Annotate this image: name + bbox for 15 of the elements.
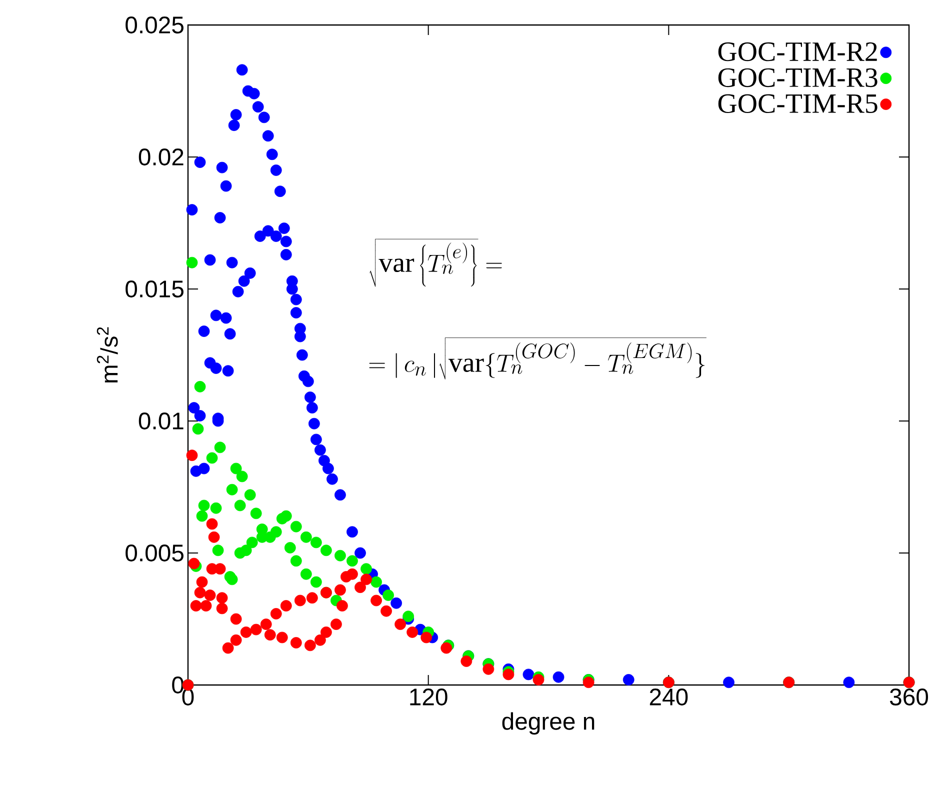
x-tick-label: 120 bbox=[410, 688, 448, 706]
y-tick-label: 0.005 bbox=[126, 544, 184, 562]
y-tick-label: 0.025 bbox=[126, 16, 184, 34]
legend-label: GOC-TIM-R3 bbox=[718, 68, 878, 88]
legend-label: GOC-TIM-R5 bbox=[718, 94, 878, 114]
x-axis-title: degree n bbox=[502, 712, 594, 735]
y-tick-label: 0.015 bbox=[126, 280, 184, 298]
y-tick-label: 0.01 bbox=[138, 412, 184, 430]
x-tick-label: 240 bbox=[650, 688, 688, 706]
annotation: $\sqrt{\mathrm{var}\left\{T_n^{(e)}\right\}} =$ bbox=[369, 238, 502, 287]
annotation: $=|\,c_n\,|\sqrt{\mathrm{var}\{T_n^{(GOC)}-T_n^{(EGM)}\}}$ bbox=[369, 338, 706, 380]
legend-label: GOC-TIM-R2 bbox=[718, 42, 877, 62]
y-axis-title: m$^{2}$/s$^{2}$ bbox=[96, 327, 118, 382]
x-tick-label: 360 bbox=[890, 688, 928, 706]
y-tick-label: 0.02 bbox=[138, 148, 184, 166]
